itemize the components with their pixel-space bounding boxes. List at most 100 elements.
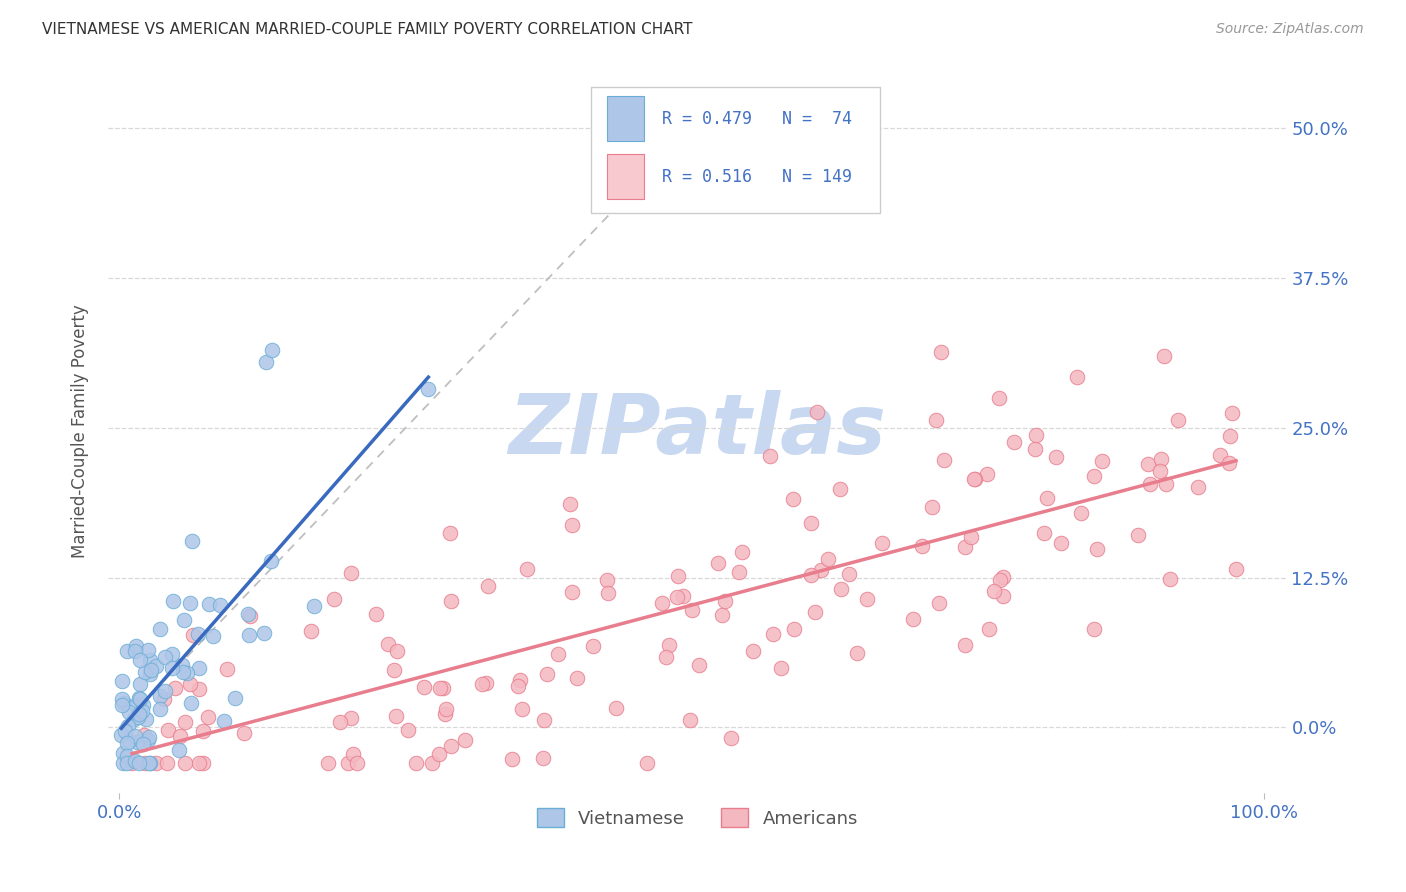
Point [509, 673, 531, 688]
Point [1025, 428, 1047, 442]
Point [565, 671, 588, 685]
Point [179, 596, 201, 610]
Point [427, 747, 450, 761]
Point [655, 649, 678, 664]
Point [731, 545, 754, 559]
Point [187, 681, 209, 696]
Point [233, 726, 256, 740]
Point [162, 594, 184, 608]
Point [561, 517, 583, 532]
Text: R = 0.479   N =  74: R = 0.479 N = 74 [662, 110, 852, 128]
Point [651, 596, 673, 610]
Point [742, 644, 765, 658]
Point [1209, 448, 1232, 462]
Point [976, 467, 998, 482]
Point [111, 756, 134, 771]
Point [596, 573, 619, 587]
Point [172, 665, 194, 679]
Point [475, 676, 498, 690]
Point [149, 701, 172, 715]
Point [197, 597, 219, 611]
Point [135, 712, 157, 726]
Point [128, 706, 150, 721]
Point [115, 749, 138, 764]
Point [139, 653, 162, 667]
Point [382, 663, 405, 677]
Point [316, 756, 339, 771]
Point [167, 742, 190, 756]
Point [139, 756, 162, 771]
Point [804, 605, 827, 619]
Point [838, 566, 860, 581]
Point [1187, 480, 1209, 494]
Point [965, 471, 987, 485]
Point [337, 756, 360, 771]
Point [125, 698, 148, 712]
Point [253, 626, 276, 640]
Text: ZIPatlas: ZIPatlas [509, 391, 886, 472]
Point [132, 737, 155, 751]
Point [901, 612, 924, 626]
Point [193, 723, 215, 738]
Point [212, 714, 235, 728]
Point [118, 706, 141, 720]
Point [124, 644, 146, 658]
Point [1036, 491, 1059, 506]
Point [323, 591, 346, 606]
Point [679, 713, 702, 727]
Point [180, 696, 202, 710]
Point [138, 756, 160, 771]
Point [340, 711, 363, 725]
Point [955, 540, 977, 554]
Point [117, 756, 139, 771]
Point [124, 754, 146, 768]
Point [582, 639, 605, 653]
FancyBboxPatch shape [591, 87, 880, 213]
Point [988, 573, 1011, 587]
Point [561, 584, 583, 599]
Point [418, 382, 440, 396]
Point [453, 733, 475, 747]
Point [260, 343, 283, 357]
Point [366, 607, 388, 621]
Point [115, 643, 138, 657]
Point [302, 599, 325, 614]
Point [132, 698, 155, 713]
Point [477, 579, 499, 593]
Point [111, 747, 134, 761]
Point [433, 707, 456, 722]
Point [665, 590, 688, 604]
Point [420, 756, 443, 771]
Point [191, 756, 214, 771]
Point [429, 681, 451, 695]
Point [188, 661, 211, 675]
Point [501, 752, 523, 766]
Point [911, 539, 934, 553]
Point [1066, 369, 1088, 384]
Point [434, 702, 457, 716]
Point [707, 556, 730, 570]
Point [136, 732, 159, 747]
Point [111, 692, 134, 706]
Point [714, 593, 737, 607]
Point [960, 530, 983, 544]
Point [928, 596, 950, 610]
Point [516, 562, 538, 576]
Point [377, 637, 399, 651]
Point [118, 733, 141, 747]
Point [238, 628, 260, 642]
Legend: Vietnamese, Americans: Vietnamese, Americans [529, 801, 865, 835]
Point [201, 629, 224, 643]
Point [1050, 536, 1073, 550]
Point [531, 751, 554, 765]
Point [405, 756, 427, 771]
Point [145, 756, 167, 771]
Point [1167, 413, 1189, 427]
Point [163, 681, 186, 695]
Point [830, 582, 852, 596]
Point [385, 708, 408, 723]
Point [806, 405, 828, 419]
Point [666, 568, 689, 582]
Point [180, 534, 202, 549]
Point [800, 567, 823, 582]
